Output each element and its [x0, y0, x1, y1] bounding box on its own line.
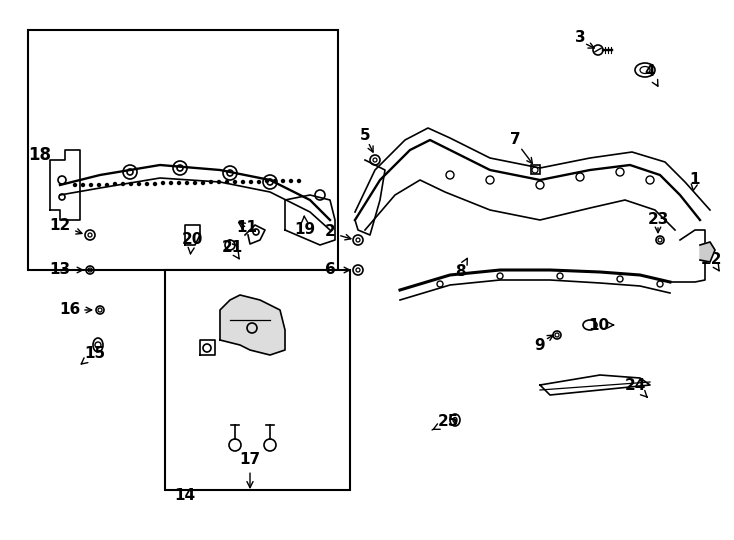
Circle shape — [186, 181, 189, 185]
Text: 21: 21 — [222, 240, 243, 259]
Circle shape — [297, 179, 300, 183]
Text: 12: 12 — [49, 218, 70, 233]
Circle shape — [90, 184, 92, 186]
Circle shape — [73, 184, 76, 186]
Circle shape — [129, 183, 133, 186]
Text: 6: 6 — [324, 262, 335, 278]
Text: 25: 25 — [432, 415, 459, 430]
Text: 7: 7 — [509, 132, 520, 147]
Bar — [531, 165, 540, 174]
Circle shape — [202, 181, 205, 185]
Text: 18: 18 — [29, 146, 51, 164]
Circle shape — [161, 181, 164, 185]
Circle shape — [274, 179, 277, 183]
Text: 11: 11 — [236, 220, 258, 235]
Circle shape — [258, 180, 261, 184]
Circle shape — [106, 184, 109, 186]
Circle shape — [145, 183, 148, 186]
Circle shape — [98, 184, 101, 186]
Circle shape — [122, 183, 125, 186]
Text: 4: 4 — [644, 64, 658, 86]
Text: 19: 19 — [294, 216, 316, 238]
Text: 2: 2 — [324, 225, 335, 240]
Text: 20: 20 — [181, 233, 203, 254]
Circle shape — [225, 180, 228, 184]
Text: 5: 5 — [360, 127, 371, 143]
Text: 8: 8 — [454, 258, 468, 280]
Text: 9: 9 — [534, 338, 545, 353]
Circle shape — [153, 183, 156, 186]
Text: 16: 16 — [59, 302, 81, 318]
Circle shape — [137, 183, 140, 186]
Circle shape — [81, 184, 84, 186]
Text: 24: 24 — [625, 377, 647, 397]
Text: 14: 14 — [175, 488, 195, 503]
Polygon shape — [220, 295, 285, 355]
Circle shape — [114, 183, 117, 186]
Circle shape — [178, 181, 181, 185]
Circle shape — [282, 179, 285, 183]
Circle shape — [266, 179, 269, 183]
Circle shape — [194, 181, 197, 185]
Text: 22: 22 — [701, 253, 723, 271]
FancyBboxPatch shape — [165, 270, 350, 490]
Text: 13: 13 — [49, 262, 70, 278]
Circle shape — [250, 180, 252, 184]
Circle shape — [217, 180, 220, 184]
Text: 3: 3 — [575, 30, 585, 44]
Circle shape — [241, 180, 244, 184]
Circle shape — [209, 180, 213, 184]
Text: 23: 23 — [647, 213, 669, 227]
Text: 10: 10 — [589, 318, 614, 333]
FancyBboxPatch shape — [28, 30, 338, 270]
Circle shape — [289, 179, 293, 183]
Text: 15: 15 — [81, 346, 106, 364]
Polygon shape — [700, 242, 715, 262]
Text: 17: 17 — [239, 453, 261, 488]
Text: 1: 1 — [690, 172, 700, 191]
Circle shape — [233, 180, 236, 184]
Circle shape — [170, 181, 172, 185]
